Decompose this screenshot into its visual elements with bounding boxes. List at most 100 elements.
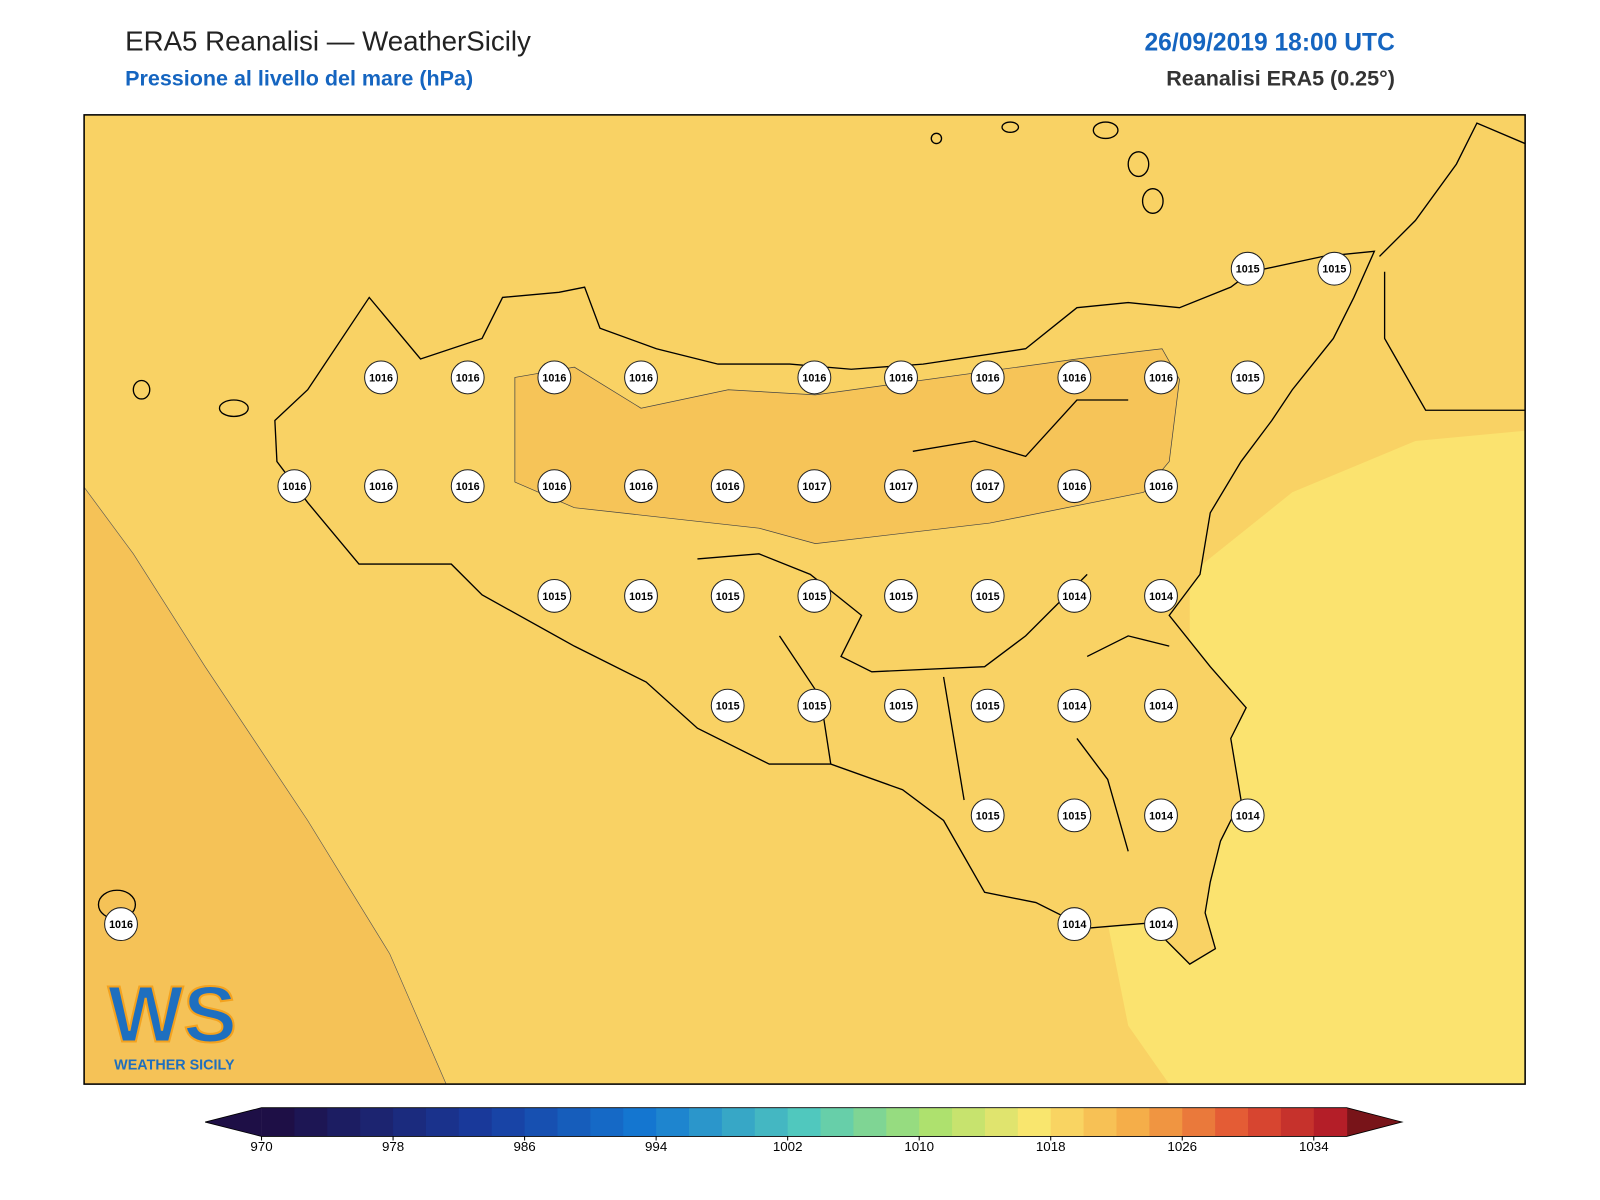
station-marker bbox=[624, 469, 658, 504]
date: 26/09/2019 18:00 UTC bbox=[1144, 30, 1395, 57]
station-value: 1017 bbox=[802, 481, 826, 493]
station-value: 1016 bbox=[1149, 372, 1173, 384]
station-marker bbox=[884, 469, 918, 504]
station-marker bbox=[710, 469, 745, 504]
station-marker bbox=[364, 469, 398, 504]
station-value: 1017 bbox=[889, 481, 913, 493]
colorbar-segment bbox=[919, 1107, 953, 1137]
station-value: 1017 bbox=[976, 481, 1000, 493]
station-value: 1014 bbox=[1149, 919, 1173, 931]
station-marker bbox=[884, 578, 918, 613]
colorbar-tick-label: 978 bbox=[382, 1139, 404, 1154]
colorbar-segment bbox=[360, 1107, 394, 1137]
pressure-zone bbox=[514, 348, 1180, 544]
station-marker bbox=[450, 360, 485, 395]
station-marker bbox=[1230, 251, 1265, 286]
colorbar-segment bbox=[524, 1107, 558, 1137]
station-value: 1016 bbox=[1149, 481, 1173, 493]
station-value: 1015 bbox=[889, 701, 913, 713]
colorbar-segment bbox=[1248, 1107, 1282, 1137]
station-marker bbox=[1144, 688, 1178, 723]
station-value: 1016 bbox=[456, 481, 480, 493]
colorbar-segment bbox=[393, 1107, 427, 1137]
station-marker bbox=[710, 688, 745, 723]
station-value: 1014 bbox=[1149, 810, 1173, 822]
station-marker bbox=[104, 907, 138, 942]
station-marker bbox=[1144, 907, 1178, 942]
station-value: 1016 bbox=[369, 481, 393, 493]
station-value: 1015 bbox=[1062, 810, 1086, 822]
colorbar-segment bbox=[754, 1107, 789, 1137]
colorbar-extend bbox=[1346, 1107, 1403, 1137]
station-marker bbox=[1144, 360, 1178, 395]
station-marker bbox=[624, 578, 658, 613]
station-marker bbox=[1057, 798, 1092, 833]
station-marker bbox=[1230, 360, 1265, 395]
colorbar-segment bbox=[984, 1107, 1019, 1137]
station-value: 1015 bbox=[889, 591, 913, 603]
station-value: 1015 bbox=[802, 591, 826, 603]
station-value: 1015 bbox=[976, 591, 1000, 603]
station-value: 1016 bbox=[456, 372, 480, 384]
colorbar-segment bbox=[491, 1107, 526, 1137]
station-marker bbox=[1144, 469, 1178, 504]
colorbar-extend bbox=[205, 1107, 262, 1137]
colorbar-segment bbox=[327, 1107, 361, 1137]
station-value: 1014 bbox=[1062, 919, 1086, 931]
station-marker bbox=[884, 360, 918, 395]
island bbox=[1001, 121, 1020, 133]
station-marker bbox=[1230, 798, 1265, 833]
station-value: 1014 bbox=[1149, 591, 1173, 603]
colorbar-segment bbox=[261, 1107, 295, 1137]
station-value: 1016 bbox=[629, 481, 653, 493]
colorbar-tick-label: 1002 bbox=[773, 1139, 803, 1154]
station-value: 1015 bbox=[716, 701, 740, 713]
colorbar-segment bbox=[590, 1107, 624, 1137]
station-marker bbox=[797, 360, 832, 395]
map-frame bbox=[83, 114, 1526, 1085]
island bbox=[218, 399, 249, 418]
station-marker bbox=[1317, 251, 1352, 286]
colorbar-tick-label: 1026 bbox=[1167, 1139, 1197, 1154]
colorbar-segment bbox=[623, 1107, 657, 1137]
station-marker bbox=[884, 688, 918, 723]
logo: WS WEATHER SICILY bbox=[107, 969, 238, 1074]
station-marker bbox=[970, 360, 1005, 395]
station-value: 1016 bbox=[976, 372, 1000, 384]
station-value: 1016 bbox=[282, 481, 306, 493]
station-marker bbox=[537, 360, 572, 395]
colorbar-segment bbox=[425, 1107, 460, 1137]
colorbar-segment bbox=[853, 1107, 887, 1137]
title: ERA5 Reanalisi — WeatherSicily bbox=[125, 25, 531, 56]
colorbar-tick-label: 1034 bbox=[1299, 1139, 1329, 1154]
station-value: 1014 bbox=[1236, 810, 1260, 822]
colorbar-segment bbox=[721, 1107, 756, 1137]
station-marker bbox=[797, 469, 832, 504]
colorbar-segment bbox=[557, 1107, 591, 1137]
colorbar-segment bbox=[1280, 1107, 1315, 1137]
station-value: 1015 bbox=[716, 591, 740, 603]
logo-caption: WEATHER SICILY bbox=[114, 1057, 235, 1073]
logo-mark: WS bbox=[108, 970, 237, 1059]
colorbar-segment bbox=[294, 1107, 328, 1137]
colorbar-tick-label: 994 bbox=[645, 1139, 668, 1154]
station-marker bbox=[624, 360, 658, 395]
station-value: 1015 bbox=[1236, 264, 1260, 276]
colorbar-segment bbox=[1017, 1107, 1052, 1137]
station-marker bbox=[1057, 578, 1092, 613]
station-value: 1016 bbox=[716, 481, 740, 493]
colorbar-segment bbox=[886, 1107, 920, 1137]
colorbar-segment bbox=[1313, 1107, 1348, 1137]
colorbar-tick-label: 986 bbox=[513, 1139, 535, 1154]
station-marker bbox=[1144, 578, 1178, 613]
station-value: 1015 bbox=[976, 810, 1000, 822]
colorbar-segment bbox=[1149, 1107, 1183, 1137]
station-marker bbox=[970, 578, 1005, 613]
station-marker bbox=[1057, 688, 1092, 723]
subtitle: Pressione al livello del mare (hPa) bbox=[125, 67, 473, 91]
station-value: 1015 bbox=[629, 591, 653, 603]
colorbar-segment bbox=[952, 1107, 986, 1137]
colorbar-tick-label: 1018 bbox=[1036, 1139, 1066, 1154]
station-value: 1015 bbox=[976, 701, 1000, 713]
